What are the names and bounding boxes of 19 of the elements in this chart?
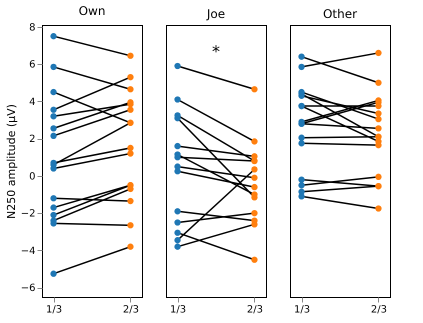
y-tick-label: 6	[29, 60, 36, 71]
y-tick-label: 4	[29, 96, 36, 108]
x-tick-label: 2/3	[246, 304, 264, 316]
chart-title: Joe	[206, 7, 226, 21]
x-tick-label: 1/3	[294, 304, 310, 316]
x-tick-label: 2/3	[370, 304, 388, 316]
annotation: *	[212, 42, 220, 62]
y-tick-label: −6	[20, 283, 36, 294]
x-tick-label: 1/3	[46, 304, 62, 316]
x-tick-label: 1/3	[170, 304, 186, 316]
chart-title: Own	[78, 4, 106, 18]
y-axis-title: N250 amplitude (μV)	[4, 104, 18, 219]
y-tick-label: −2	[20, 208, 36, 220]
y-tick-label: 0	[29, 171, 36, 182]
chart-title: Other	[322, 7, 358, 21]
y-tick-label: 8	[29, 22, 36, 34]
x-tick-label: 2/3	[122, 304, 140, 316]
y-tick-label: −4	[20, 246, 36, 257]
y-tick-label: 2	[29, 134, 36, 146]
